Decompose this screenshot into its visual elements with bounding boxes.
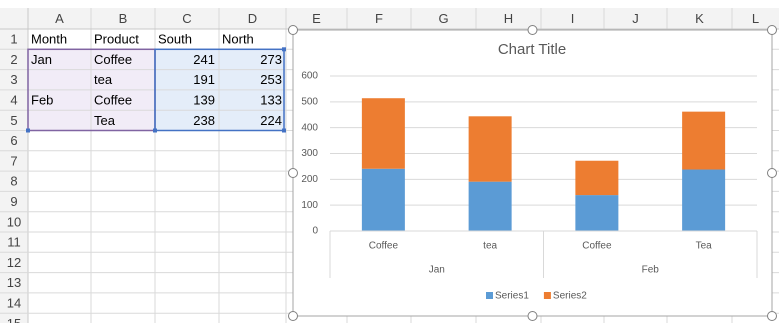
column-header[interactable]: A: [55, 11, 64, 26]
x-tick-label: Coffee: [369, 241, 399, 252]
row-header[interactable]: 10: [7, 214, 21, 229]
group-label: Feb: [642, 265, 660, 276]
row-header[interactable]: 4: [10, 92, 17, 107]
cell[interactable]: tea: [94, 72, 113, 87]
cell[interactable]: South: [158, 32, 192, 47]
cell[interactable]: North: [222, 32, 254, 47]
row-header[interactable]: 12: [7, 255, 21, 270]
column-header[interactable]: B: [119, 11, 128, 26]
row-header[interactable]: 8: [10, 174, 17, 189]
y-tick-label: 200: [301, 174, 318, 185]
row-header[interactable]: 13: [7, 275, 21, 290]
legend-swatch: [543, 292, 551, 299]
cell[interactable]: Feb: [31, 92, 53, 107]
y-tick-label: 100: [301, 200, 318, 211]
cell[interactable]: Coffee: [94, 52, 132, 67]
cell[interactable]: 238: [193, 113, 215, 128]
y-tick-label: 600: [301, 71, 318, 82]
x-tick-label: Coffee: [582, 241, 612, 252]
column-header[interactable]: K: [695, 11, 704, 26]
row-header-bar: [0, 29, 28, 323]
row-header[interactable]: 9: [10, 194, 17, 209]
resize-handle[interactable]: [288, 168, 298, 178]
range-border-blue: [154, 48, 285, 132]
cell[interactable]: 253: [260, 72, 282, 87]
range-handle: [282, 47, 286, 52]
cell[interactable]: 139: [193, 92, 215, 107]
group-label: Jan: [429, 265, 445, 276]
resize-handle[interactable]: [767, 25, 777, 35]
range-handle: [153, 128, 157, 133]
bar-segment: [575, 160, 619, 196]
cell[interactable]: Jan: [31, 52, 52, 67]
resize-handle[interactable]: [767, 168, 777, 178]
row-header[interactable]: 6: [10, 133, 17, 148]
column-header[interactable]: L: [752, 11, 759, 26]
row-header[interactable]: 15: [7, 316, 21, 323]
y-tick-label: 300: [301, 148, 318, 159]
resize-handle[interactable]: [527, 311, 538, 321]
cell[interactable]: Product: [94, 32, 139, 47]
y-tick-label: 400: [301, 122, 318, 133]
x-tick-label: tea: [483, 241, 497, 252]
y-tick-label: 0: [312, 226, 318, 237]
column-header[interactable]: F: [375, 11, 383, 26]
cell[interactable]: 273: [260, 52, 282, 67]
row-header[interactable]: 3: [10, 72, 17, 87]
bar-segment: [361, 168, 405, 231]
bar-segment: [361, 98, 405, 169]
resize-handle[interactable]: [527, 25, 538, 35]
row-header[interactable]: 5: [10, 113, 17, 128]
range-handle: [26, 128, 30, 133]
bar-segment: [468, 181, 512, 231]
legend-swatch: [486, 292, 493, 299]
bar-segment: [575, 195, 619, 231]
column-header[interactable]: D: [248, 11, 257, 26]
resize-handle[interactable]: [767, 311, 777, 321]
legend-label: Series1: [495, 291, 529, 302]
cell[interactable]: 191: [193, 72, 215, 87]
cell[interactable]: Month: [31, 32, 67, 47]
cell[interactable]: 224: [260, 113, 282, 128]
range-handle: [282, 128, 286, 133]
column-header[interactable]: H: [504, 11, 513, 26]
y-tick-label: 500: [301, 96, 318, 107]
column-header[interactable]: I: [571, 11, 575, 26]
bar-segment: [468, 116, 512, 182]
bar-segment: [682, 111, 726, 170]
resize-handle[interactable]: [288, 25, 298, 35]
legend-label: Series2: [553, 291, 587, 302]
row-header[interactable]: 11: [7, 235, 21, 250]
resize-handle[interactable]: [288, 311, 298, 321]
row-header[interactable]: 1: [10, 32, 17, 47]
column-header[interactable]: G: [438, 11, 448, 26]
bar-segment: [682, 169, 726, 231]
chart-title: Chart Title: [498, 41, 566, 58]
header-bar: [0, 8, 779, 29]
cell[interactable]: Tea: [94, 113, 116, 128]
cell[interactable]: 241: [193, 52, 215, 67]
row-header[interactable]: 14: [7, 295, 21, 310]
row-header[interactable]: 2: [10, 52, 17, 67]
row-header[interactable]: 7: [10, 153, 17, 168]
cell[interactable]: 133: [260, 92, 282, 107]
column-header[interactable]: C: [182, 11, 191, 26]
cell[interactable]: Coffee: [94, 92, 132, 107]
column-header[interactable]: E: [312, 11, 321, 26]
x-tick-label: Tea: [696, 241, 713, 252]
column-header[interactable]: J: [632, 11, 639, 26]
